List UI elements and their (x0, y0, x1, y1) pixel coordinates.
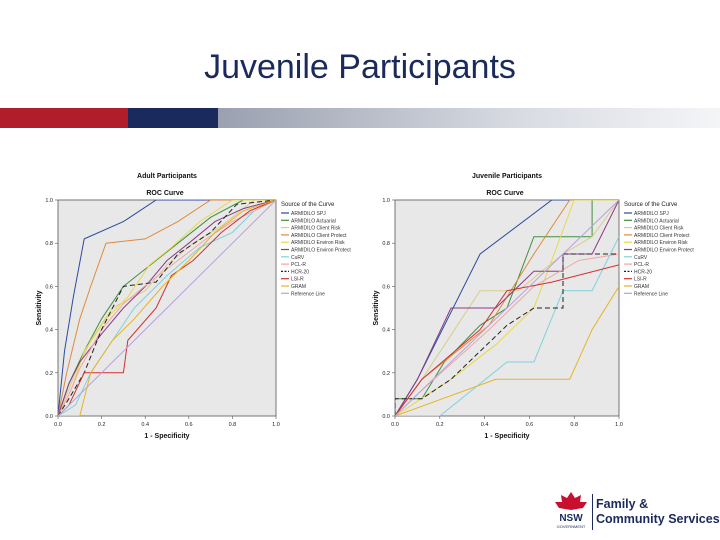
y-tick-label: 0.6 (45, 284, 53, 290)
series-line (58, 200, 276, 416)
chart-panel-1: Juvenile Participants ROC Curve 0.0 0.2 0.4 0… (373, 173, 694, 440)
waratah-flower-icon: NSW GOVERNMENT (555, 492, 587, 529)
legend-entry: CuRV (634, 255, 648, 261)
x-axis-label: 1 - Specificity (144, 433, 189, 440)
legend-entry: ARMIDILO Environ Risk (634, 240, 688, 246)
logo-government-text: GOVERNMENT (557, 524, 586, 529)
title-bar-red-segment (0, 108, 128, 128)
x-tick-label: 1.0 (615, 422, 623, 428)
title-decorative-bar (0, 108, 720, 128)
y-tick-label: 1.0 (382, 198, 390, 204)
series-line (58, 200, 276, 416)
legend-entry: ARMIDILO Environ Protect (634, 248, 694, 254)
legend-entry: Reference Line (634, 291, 668, 297)
series-line (395, 264, 619, 416)
series-line (395, 200, 619, 416)
x-tick-label: 0.4 (141, 422, 149, 428)
x-tick-label: 0.0 (391, 422, 399, 428)
series-line (58, 200, 276, 416)
y-tick-label: 0.0 (382, 414, 390, 420)
y-tick-label: 0.2 (382, 371, 390, 377)
logo-line-1: Family & (596, 497, 649, 511)
legend-entry: ARMIDILO Actuarial (291, 218, 336, 224)
legend-entry: PCL-R (634, 262, 649, 268)
chart-subtitle: ROC Curve (486, 190, 523, 197)
logo-divider (592, 494, 593, 530)
legend-entry: HCR-20 (634, 269, 652, 275)
x-tick-label: 0.6 (526, 422, 534, 428)
chart-subtitle: ROC Curve (146, 190, 183, 197)
x-tick-label: 1.0 (272, 422, 280, 428)
y-tick-label: 0.8 (45, 241, 53, 247)
series-line (58, 200, 276, 416)
y-tick-label: 0.6 (382, 284, 390, 290)
legend-title: Source of the Curve (624, 202, 678, 208)
legend-entry: GRAM (634, 284, 649, 290)
legend-entry: ARMIDILO Client Protect (634, 233, 690, 239)
legend-entry: GRAM (291, 284, 306, 290)
x-tick-label: 0.6 (185, 422, 193, 428)
series-line (58, 200, 276, 416)
legend-entry: PCL-R (291, 262, 306, 268)
x-axis-label: 1 - Specificity (484, 433, 529, 440)
legend-entry: LSI-R (291, 277, 304, 283)
series-line (58, 200, 276, 416)
legend-entry: ARMIDILO Client Risk (291, 226, 341, 232)
y-tick-label: 0.2 (45, 371, 53, 377)
series-line (58, 200, 276, 416)
series-line (395, 286, 619, 416)
x-tick-label: 0.0 (54, 422, 62, 428)
logo-nsw-text: NSW (559, 513, 583, 524)
y-tick-label: 0.8 (382, 241, 390, 247)
series-line (58, 200, 276, 416)
y-tick-label: 0.4 (45, 328, 53, 334)
x-tick-label: 0.8 (570, 422, 578, 428)
legend-entry: CuRV (291, 255, 305, 261)
legend-entry: LSI-R (634, 277, 647, 283)
y-axis-label: Sensitivity (373, 290, 380, 325)
series-line (58, 200, 276, 416)
legend-entry: ARMIDILO SPJ (291, 211, 326, 217)
x-tick-label: 0.4 (481, 422, 489, 428)
y-axis-label: Sensitivity (36, 290, 43, 325)
chart-panel-0: Adult Participants ROC Curve 0.0 0.2 0.4 0.6 0… (36, 173, 351, 440)
title-bar-navy-segment (128, 108, 218, 128)
legend-entry: ARMIDILO Actuarial (634, 218, 679, 224)
legend-entry: ARMIDILO SPJ (634, 211, 669, 217)
series-line (395, 253, 619, 416)
legend-entry: ARMIDILO Environ Protect (291, 248, 351, 254)
legend-entry: Reference Line (291, 291, 325, 297)
series-line (395, 200, 619, 416)
legend-entry: ARMIDILO Environ Risk (291, 240, 345, 246)
legend-entry: ARMIDILO Client Protect (291, 233, 347, 239)
x-tick-label: 0.8 (229, 422, 237, 428)
fcs-logo: NSW GOVERNMENT Family & Community Servic… (548, 490, 720, 536)
x-tick-label: 0.2 (98, 422, 106, 428)
chart-title: Adult Participants (137, 173, 197, 180)
chart-title: Juvenile Participants (472, 173, 542, 180)
y-tick-label: 1.0 (45, 198, 53, 204)
series-line (395, 236, 619, 416)
legend-entry: HCR-20 (291, 269, 309, 275)
y-tick-label: 0.4 (382, 328, 390, 334)
title-bar-gray-gradient (218, 108, 720, 128)
x-tick-label: 0.2 (436, 422, 444, 428)
y-tick-label: 0.0 (45, 414, 53, 420)
slide-title: Juvenile Participants (204, 48, 516, 86)
logo-line-2: Community Services (596, 512, 720, 526)
legend-title: Source of the Curve (281, 202, 335, 208)
legend-entry: ARMIDILO Client Risk (634, 226, 684, 232)
